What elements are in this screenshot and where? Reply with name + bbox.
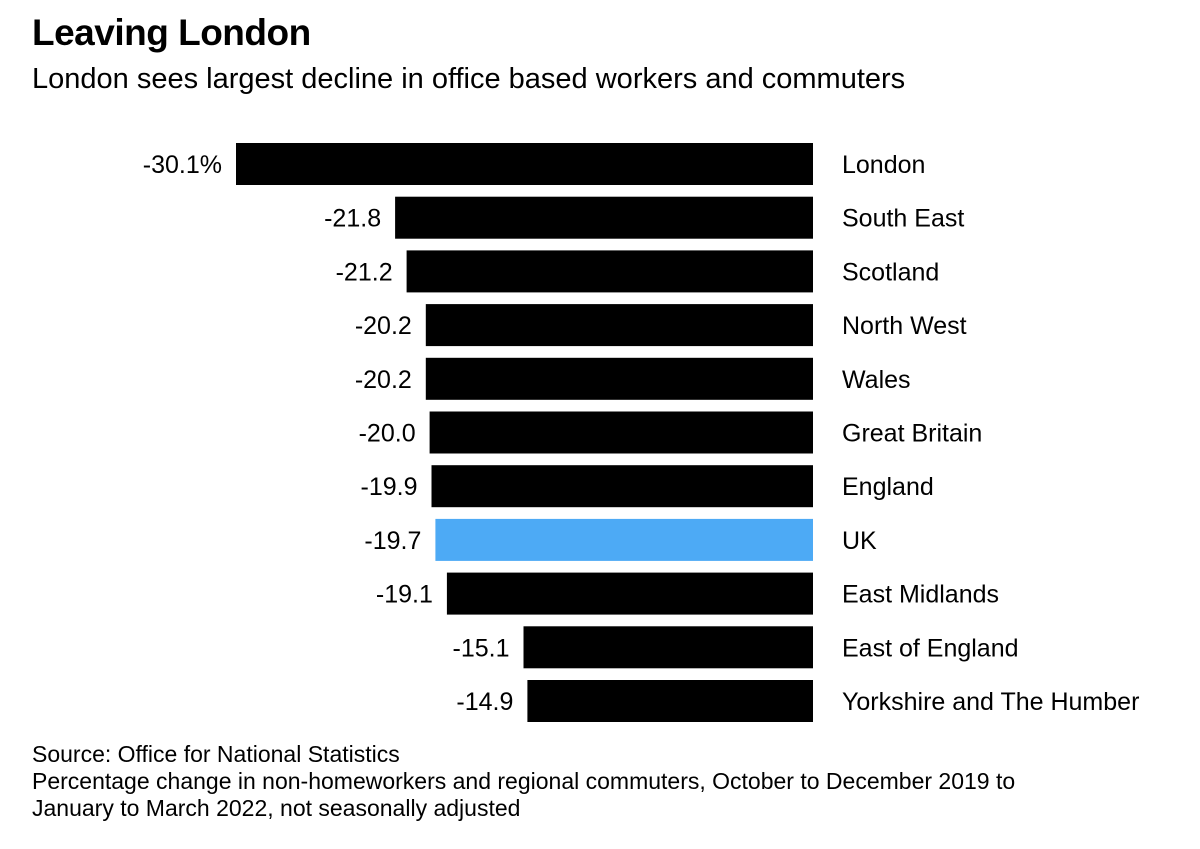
category-label-yorkshire-and-the-humber: Yorkshire and The Humber [842, 688, 1139, 716]
bar-london [236, 143, 813, 185]
bar-east-midlands [446, 572, 813, 615]
category-label-east-midlands: East Midlands [842, 581, 999, 609]
category-label-east-of-england: East of England [842, 634, 1019, 662]
chart-title: Leaving London [32, 12, 311, 53]
methodology-note-line-1: Percentage change in non-homeworkers and… [32, 768, 1016, 794]
source-note: Source: Office for National Statistics [32, 741, 400, 767]
value-label-uk: -19.7 [364, 527, 421, 555]
value-label-england: -19.9 [361, 473, 418, 501]
value-label-south-east: -21.8 [324, 205, 381, 233]
bar-england [431, 465, 813, 508]
category-label-uk: UK [842, 527, 877, 555]
value-label-great-britain: -20.0 [359, 420, 416, 448]
bar-chart: -30.1% London -21.8 South East -21.2 Scotland… [143, 143, 1139, 722]
bar-scotland [406, 250, 813, 293]
value-label-london: -30.1% [143, 151, 222, 179]
chart-footer: Source: Office for National Statistics P… [32, 741, 1172, 822]
bar-south-east [395, 196, 813, 239]
category-label-scotland: Scotland [842, 258, 939, 286]
bar-great-britain [429, 411, 813, 454]
category-label-wales: Wales [842, 366, 911, 394]
bar-wales [425, 357, 813, 400]
chart-subtitle: London sees largest decline in office ba… [32, 63, 906, 95]
value-label-scotland: -21.2 [336, 258, 393, 286]
bar-north-west [425, 304, 813, 347]
value-label-east-midlands: -19.1 [376, 581, 433, 609]
methodology-note-line-2: January to March 2022, not seasonally ad… [32, 795, 521, 821]
category-label-north-west: North West [842, 312, 967, 340]
value-label-north-west: -20.2 [355, 312, 412, 340]
value-label-wales: -20.2 [355, 366, 412, 394]
value-label-east-of-england: -15.1 [453, 634, 510, 662]
bar-uk [435, 518, 813, 561]
bar-east-of-england [523, 626, 813, 669]
category-label-south-east: South East [842, 205, 964, 233]
bar-yorkshire-and-the-humber [527, 680, 813, 722]
category-label-england: England [842, 473, 934, 501]
category-label-great-britain: Great Britain [842, 420, 982, 448]
value-label-yorkshire-and-the-humber: -14.9 [456, 688, 513, 716]
category-label-london: London [842, 151, 925, 179]
